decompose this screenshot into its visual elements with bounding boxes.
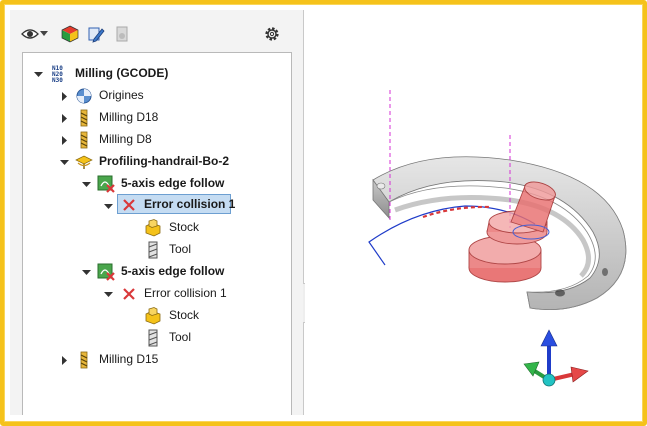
dropdown-arrow-icon[interactable]: [38, 24, 50, 44]
mill-tool-icon: [75, 351, 93, 369]
expand-arrow-icon[interactable]: [59, 91, 69, 101]
settings-disabled-icon[interactable]: [112, 24, 132, 44]
tool-icon: [144, 329, 162, 347]
tree-item-milling-d15[interactable]: Milling D15: [99, 352, 159, 366]
tree-item-milling-d18[interactable]: Milling D18: [99, 110, 159, 124]
collapse-arrow-icon[interactable]: [103, 201, 113, 211]
3d-scene[interactable]: [305, 10, 632, 415]
tree-toolbar: [10, 10, 304, 54]
collapse-arrow-icon[interactable]: [103, 289, 113, 299]
error-x-icon: [120, 285, 138, 303]
tool-icon: [144, 241, 162, 259]
gear-icon[interactable]: [262, 24, 282, 44]
tree-item-profiling-handrail[interactable]: Profiling-handrail-Bo-2: [99, 154, 229, 168]
tree-item-tool-2[interactable]: Tool: [169, 330, 192, 344]
nc-code-icon: N10 N20 N30: [51, 64, 71, 84]
expand-arrow-icon[interactable]: [59, 113, 69, 123]
collapse-arrow-icon[interactable]: [59, 157, 69, 167]
selection-highlight: [117, 194, 231, 214]
feature-tree-panel: N10 N20 N30 Milling (GCODE) Origines Milli…: [10, 10, 304, 415]
3d-viewport[interactable]: [305, 10, 632, 415]
profiling-op-icon: [75, 153, 93, 171]
collision-tool[interactable]: [468, 178, 558, 283]
feature-tree: N10 N20 N30 Milling (GCODE) Origines Milli…: [22, 52, 292, 415]
tree-item-origines[interactable]: Origines: [99, 88, 144, 102]
origin-icon: [75, 87, 93, 105]
tree-item-stock-2[interactable]: Stock: [169, 308, 200, 322]
expand-arrow-icon[interactable]: [59, 355, 69, 365]
tree-root-label[interactable]: Milling (GCODE): [75, 66, 169, 80]
error-x-icon: [120, 196, 138, 214]
tree-item-error-collision-1-selected[interactable]: Error collision 1: [144, 197, 236, 211]
tree-item-tool-1[interactable]: Tool: [169, 242, 192, 256]
edit-tool-icon[interactable]: [86, 24, 106, 44]
tree-item-milling-d8[interactable]: Milling D8: [99, 132, 152, 146]
stock-icon: [144, 219, 162, 237]
tree-item-error-collision-1[interactable]: Error collision 1: [144, 286, 227, 300]
svg-text:N20: N20: [52, 71, 63, 78]
tree-item-stock-1[interactable]: Stock: [169, 220, 200, 234]
svg-text:N30: N30: [52, 77, 63, 84]
orientation-triad[interactable]: [523, 329, 589, 387]
eye-icon[interactable]: [20, 24, 40, 44]
tree-item-5axis-edge-follow-2[interactable]: 5-axis edge follow: [121, 264, 225, 278]
collapse-arrow-icon[interactable]: [33, 69, 43, 79]
expand-arrow-icon[interactable]: [59, 135, 69, 145]
mill-tool-icon: [75, 131, 93, 149]
toolpath-error-icon: [97, 175, 115, 193]
stock-icon: [144, 307, 162, 325]
svg-text:N10: N10: [52, 65, 63, 72]
toolpath-error-icon: [97, 263, 115, 281]
mill-tool-icon: [75, 109, 93, 127]
cube-color-icon[interactable]: [60, 24, 80, 44]
collapse-arrow-icon[interactable]: [81, 179, 91, 189]
tree-item-5axis-edge-follow-1[interactable]: 5-axis edge follow: [121, 176, 225, 190]
collapse-arrow-icon[interactable]: [81, 267, 91, 277]
